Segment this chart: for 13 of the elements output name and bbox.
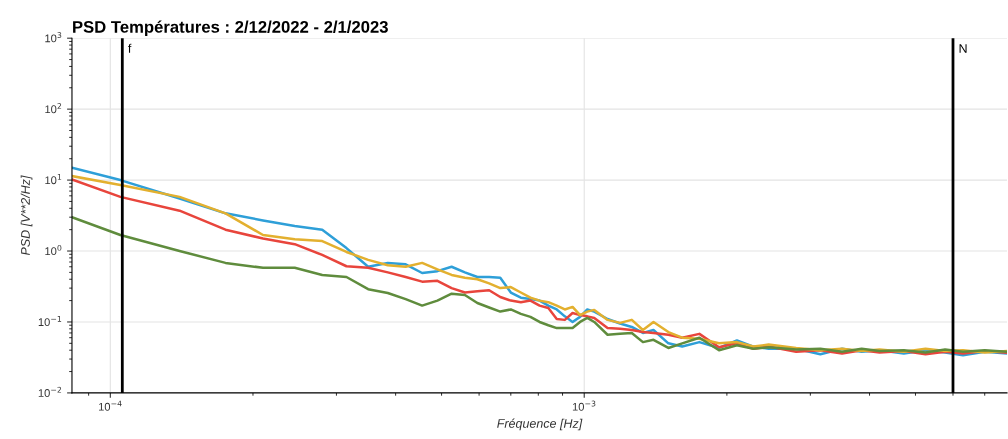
chart-title: PSD Températures : 2/12/2022 - 2/1/2023 — [73, 20, 388, 37]
y-axis-title: PSD [V**2/Hz] — [20, 175, 33, 256]
y-tick-label: 10$^{3}$ — [45, 32, 62, 43]
y-tick-label: 10$^{1}$ — [45, 174, 62, 185]
y-tick-label: 10$^{2}$ — [45, 103, 62, 114]
ref-line-label: N — [959, 44, 967, 53]
y-tick-label: 10$^{−2}$ — [38, 386, 62, 397]
ref-line-label: f — [128, 43, 132, 53]
x-tick-label: 10$^{−3}$ — [572, 400, 596, 411]
x-axis-title: Fréquence [Hz] — [497, 418, 583, 431]
y-tick-label: 10$^{0}$ — [45, 244, 62, 256]
x-tick-label: 10$^{−4}$ — [99, 400, 122, 411]
y-tick-label: 10$^{−1}$ — [38, 315, 62, 327]
